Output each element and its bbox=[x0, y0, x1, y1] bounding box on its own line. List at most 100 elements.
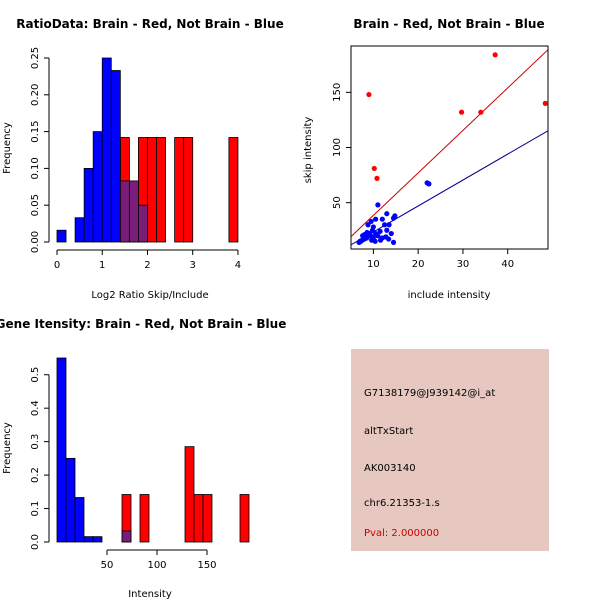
not-brain-point bbox=[386, 236, 392, 242]
ratio-y-tick-label: 0.10 bbox=[30, 157, 41, 179]
scatter-x-tick-label: 20 bbox=[412, 259, 425, 270]
intensity-histogram: Gene Itensity: Brain - Red, Not Brain - … bbox=[0, 317, 286, 600]
probe-id: G7138179@J939142@i_at bbox=[364, 388, 495, 399]
ratio-brain-bar bbox=[183, 137, 194, 243]
ratio-brain-bar bbox=[228, 137, 239, 243]
ratio-x-tick-label: 3 bbox=[190, 260, 196, 271]
scatter-y-tick-label: 150 bbox=[332, 83, 343, 102]
not-brain-point bbox=[379, 216, 385, 222]
brain-point bbox=[458, 109, 465, 115]
intensity-brain-bar bbox=[202, 494, 213, 543]
not-brain-point bbox=[392, 213, 398, 219]
intensity-y-tick-label: 0.3 bbox=[30, 434, 41, 450]
ratio-not-brain-bar bbox=[83, 167, 94, 243]
not-brain-point bbox=[365, 222, 371, 228]
intensity-title: Gene Itensity: Brain - Red, Not Brain - … bbox=[0, 317, 286, 331]
intensity-brain-bar bbox=[139, 494, 150, 543]
ratio-title: RatioData: Brain - Red, Not Brain - Blue bbox=[16, 17, 283, 31]
pval: Pval: 2.000000 bbox=[364, 528, 439, 539]
not-brain-point bbox=[388, 230, 394, 237]
intensity-y-tick-label: 0.5 bbox=[30, 367, 41, 383]
ratio-y-tick-label: 0.00 bbox=[30, 231, 41, 253]
ratio-brain-bar bbox=[147, 137, 157, 243]
accession: AK003140 bbox=[364, 463, 416, 474]
not-brain-point bbox=[375, 202, 381, 208]
genomic-location: chr6.21353-1.s bbox=[364, 498, 440, 509]
brain-point bbox=[374, 175, 380, 181]
brain-point bbox=[492, 52, 498, 58]
info-background bbox=[351, 349, 549, 551]
ratio-histogram: RatioData: Brain - Red, Not Brain - Blue… bbox=[2, 17, 284, 301]
info-panel: G7138179@J939142@i_at altTxStart AK00314… bbox=[351, 349, 549, 551]
brain-point bbox=[371, 165, 377, 172]
not-brain-point bbox=[390, 239, 397, 245]
not-brain-point bbox=[369, 227, 376, 233]
ratio-not-brain-bar bbox=[56, 229, 67, 243]
brain-point bbox=[542, 100, 548, 106]
intensity-ylabel: Frequency bbox=[2, 422, 13, 474]
ratio-x-tick-label: 1 bbox=[99, 260, 105, 271]
ratio-y-tick-label: 0.15 bbox=[30, 120, 41, 142]
scatter-x-tick-label: 30 bbox=[457, 259, 470, 270]
ratio-y-tick-label: 0.20 bbox=[30, 84, 41, 106]
ratio-not-brain-bar bbox=[92, 131, 103, 243]
not-brain-point bbox=[377, 237, 384, 243]
brain-fit-line bbox=[351, 49, 548, 237]
ratio-not-brain-bar bbox=[128, 180, 139, 243]
ratio-brain-bar bbox=[156, 137, 166, 243]
intensity-x-tick-label: 100 bbox=[147, 560, 166, 571]
intensity-not-brain-bar bbox=[74, 497, 85, 543]
ratio-not-brain-bar bbox=[110, 70, 121, 243]
intensity-y-tick-label: 0.1 bbox=[30, 501, 41, 517]
event-type: altTxStart bbox=[364, 426, 413, 437]
intensity-xlabel: Intensity bbox=[128, 589, 172, 600]
intensity-not-brain-bar bbox=[92, 536, 103, 543]
not-brain-point bbox=[386, 222, 392, 228]
ratio-ylabel: Frequency bbox=[2, 122, 13, 174]
ratio-not-brain-bar bbox=[74, 217, 85, 243]
scatter-points bbox=[356, 52, 548, 245]
intensity-y-tick-label: 0.2 bbox=[30, 467, 41, 483]
scatter-plot: Brain - Red, Not Brain - Blue include in… bbox=[303, 17, 549, 301]
intensity-axes: 0.0 0.1 0.2 0.3 0.4 0.5 50 100 150 bbox=[30, 367, 217, 571]
intensity-x-tick-label: 150 bbox=[197, 560, 216, 571]
intensity-brain-bar bbox=[193, 494, 204, 543]
ratio-bars bbox=[56, 57, 239, 243]
not-brain-point bbox=[360, 233, 366, 239]
scatter-xlabel: include intensity bbox=[408, 290, 491, 301]
intensity-not-brain-bar bbox=[83, 536, 94, 543]
not-brain-fit-line bbox=[351, 130, 548, 246]
ratio-not-brain-bar bbox=[101, 57, 112, 243]
ratio-not-brain-bar bbox=[119, 180, 130, 243]
ratio-brain-bar bbox=[174, 137, 185, 243]
scatter-axes: 10 20 30 40 50 100 150 bbox=[332, 83, 514, 270]
not-brain-point bbox=[381, 222, 388, 228]
scatter-y-tick-label: 50 bbox=[332, 196, 343, 209]
ratio-y-tick-label: 0.05 bbox=[30, 194, 41, 216]
intensity-not-brain-bar bbox=[56, 357, 67, 543]
ratio-not-brain-bar bbox=[138, 204, 148, 243]
not-brain-point bbox=[372, 238, 378, 244]
intensity-y-tick-label: 0.4 bbox=[30, 400, 41, 416]
ratio-x-tick-label: 4 bbox=[235, 260, 241, 271]
scatter-x-tick-label: 40 bbox=[501, 259, 514, 270]
not-brain-point bbox=[384, 227, 390, 233]
brain-point bbox=[478, 109, 484, 115]
not-brain-point bbox=[373, 216, 379, 222]
scatter-ylabel: skip intensity bbox=[303, 117, 314, 184]
ratio-x-tick-label: 2 bbox=[144, 260, 150, 271]
scatter-regression-lines bbox=[351, 49, 548, 246]
not-brain-point bbox=[377, 228, 383, 234]
intensity-brain-bar bbox=[239, 494, 250, 543]
not-brain-point bbox=[384, 211, 390, 217]
ratio-x-tick-label: 0 bbox=[54, 260, 60, 271]
scatter-x-tick-label: 10 bbox=[367, 259, 380, 270]
intensity-x-tick-label: 50 bbox=[101, 560, 114, 571]
ratio-y-tick-label: 0.25 bbox=[30, 47, 41, 69]
scatter-y-tick-label: 100 bbox=[332, 138, 343, 157]
ratio-xlabel: Log2 Ratio Skip/Include bbox=[91, 290, 208, 301]
scatter-title: Brain - Red, Not Brain - Blue bbox=[353, 17, 544, 31]
intensity-y-tick-label: 0.0 bbox=[30, 534, 41, 550]
not-brain-point bbox=[368, 218, 374, 225]
